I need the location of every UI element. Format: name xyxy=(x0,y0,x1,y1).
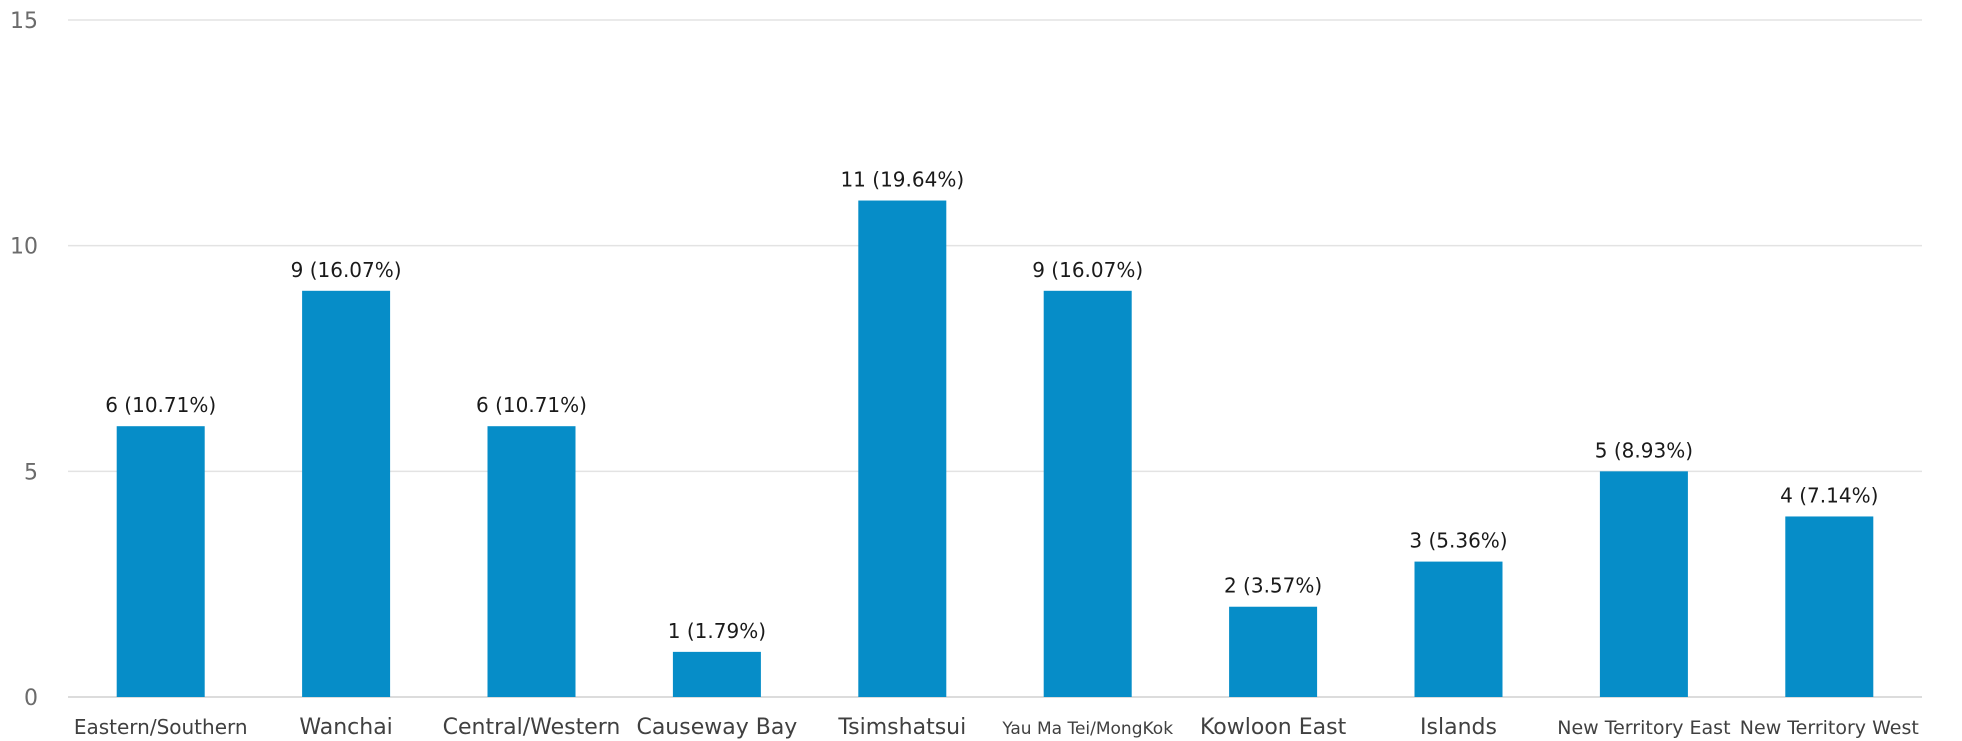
data-label: 9 (16.07%) xyxy=(291,258,402,282)
bar xyxy=(858,200,947,698)
bar xyxy=(116,426,205,697)
x-tick-label: Eastern/Southern xyxy=(74,715,248,739)
data-label: 2 (3.57%) xyxy=(1224,574,1322,598)
data-label: 6 (10.71%) xyxy=(476,393,587,417)
bar xyxy=(487,426,576,697)
bar xyxy=(1599,471,1688,697)
x-tick-label: Yau Ma Tei/MongKok xyxy=(1001,719,1173,739)
data-label: 11 (19.64%) xyxy=(840,168,964,192)
bar xyxy=(1229,606,1318,697)
y-tick-label: 0 xyxy=(24,686,38,711)
x-tick-label: New Territory West xyxy=(1740,717,1919,739)
x-tick-label: Tsimshatsui xyxy=(837,715,966,740)
x-tick-label: Causeway Bay xyxy=(636,715,797,740)
x-axis: Eastern/Southern Wanchai Central/Western Ca… xyxy=(74,715,1919,740)
data-label: 9 (16.07%) xyxy=(1032,258,1143,282)
y-tick-label: 5 xyxy=(24,460,38,485)
x-tick-label: Central/Western xyxy=(443,715,621,740)
data-label: 4 (7.14%) xyxy=(1780,483,1878,507)
data-label: 1 (1.79%) xyxy=(668,619,766,643)
x-tick-label: Wanchai xyxy=(299,715,392,740)
x-tick-label: Kowloon East xyxy=(1200,715,1347,740)
bar xyxy=(302,290,391,697)
data-label: 5 (8.93%) xyxy=(1595,438,1693,462)
bar xyxy=(1785,516,1874,697)
data-label: 6 (10.71%) xyxy=(105,393,216,417)
data-labels: 6 (10.71%) 9 (16.07%) 6 (10.71%) 1 (1.79%) 1… xyxy=(105,168,1878,643)
bar xyxy=(1043,290,1132,697)
data-label: 3 (5.36%) xyxy=(1409,529,1507,553)
bars xyxy=(116,200,1874,698)
x-tick-label: Islands xyxy=(1420,715,1497,740)
y-tick-label: 10 xyxy=(10,235,38,260)
y-tick-label: 15 xyxy=(10,9,38,34)
bar xyxy=(672,651,761,697)
bar xyxy=(1414,561,1503,697)
y-axis: 0 5 10 15 xyxy=(10,9,38,711)
x-tick-label: New Territory East xyxy=(1557,717,1730,739)
